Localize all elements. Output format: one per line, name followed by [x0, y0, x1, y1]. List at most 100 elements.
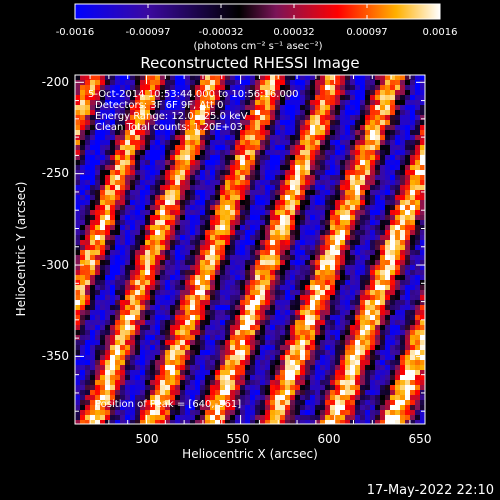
heatmap-cell	[165, 175, 171, 181]
heatmap-cell	[225, 320, 231, 326]
heatmap-cell	[305, 250, 311, 256]
heatmap-cell	[370, 240, 376, 246]
heatmap-cell	[375, 170, 381, 176]
heatmap-cell	[130, 305, 136, 311]
heatmap-cell	[105, 200, 111, 206]
heatmap-cell	[235, 315, 241, 321]
heatmap-cell	[385, 320, 391, 326]
heatmap-cell	[135, 255, 141, 261]
heatmap-cell	[315, 160, 321, 166]
heatmap-cell	[220, 120, 226, 126]
heatmap-cell	[75, 215, 81, 221]
heatmap-cell	[325, 180, 331, 186]
heatmap-cell	[300, 155, 306, 161]
heatmap-cell	[225, 325, 231, 331]
heatmap-cell	[145, 300, 151, 306]
heatmap-cell	[295, 370, 301, 376]
heatmap-cell	[265, 235, 271, 241]
heatmap-cell	[85, 385, 91, 391]
heatmap-cell	[155, 385, 161, 391]
heatmap-cell	[150, 275, 156, 281]
heatmap-cell	[250, 370, 256, 376]
heatmap-cell	[160, 290, 166, 296]
heatmap-cell	[420, 215, 425, 221]
heatmap-cell	[335, 85, 341, 91]
heatmap-cell	[320, 295, 326, 301]
heatmap-cell	[260, 190, 266, 196]
heatmap-cell	[370, 175, 376, 181]
heatmap-cell	[240, 330, 246, 336]
heatmap-cell	[95, 260, 101, 266]
heatmap-cell	[230, 200, 236, 206]
heatmap-cell	[270, 145, 276, 151]
heatmap-cell	[340, 110, 346, 116]
heatmap-cell	[205, 175, 211, 181]
heatmap-cell	[370, 380, 376, 386]
heatmap-cell	[395, 280, 401, 286]
heatmap-cell	[305, 170, 311, 176]
heatmap-cell	[340, 330, 346, 336]
heatmap-cell	[280, 195, 286, 201]
heatmap-cell	[415, 230, 421, 236]
heatmap-cell	[265, 85, 271, 91]
heatmap-cell	[115, 95, 121, 101]
heatmap-cell	[125, 380, 131, 386]
heatmap-cell	[75, 260, 81, 266]
heatmap-cell	[225, 275, 231, 281]
heatmap-cell	[140, 415, 146, 421]
heatmap-cell	[95, 225, 101, 231]
heatmap-cell	[130, 410, 136, 416]
heatmap-cell	[180, 340, 186, 346]
heatmap-cell	[270, 405, 276, 411]
heatmap-cell	[370, 195, 376, 201]
heatmap-cell	[75, 105, 81, 111]
heatmap-cell	[180, 335, 186, 341]
heatmap-cell	[295, 395, 301, 401]
heatmap-cell	[220, 315, 226, 321]
heatmap-cell	[250, 255, 256, 261]
heatmap-cell	[270, 360, 276, 366]
heatmap-cell	[355, 105, 361, 111]
heatmap-cell	[230, 270, 236, 276]
heatmap-cell	[200, 380, 206, 386]
heatmap-cell	[385, 190, 391, 196]
heatmap-cell	[305, 125, 311, 131]
heatmap-cell	[200, 320, 206, 326]
heatmap-cell	[200, 310, 206, 316]
heatmap-cell	[250, 85, 256, 91]
heatmap-cell	[85, 185, 91, 191]
heatmap-cell	[410, 235, 416, 241]
heatmap-cell	[190, 75, 196, 81]
heatmap-cell	[175, 360, 181, 366]
heatmap-cell	[230, 80, 236, 86]
heatmap-cell	[300, 150, 306, 156]
heatmap-cell	[235, 260, 241, 266]
heatmap-cell	[165, 200, 171, 206]
heatmap-cell	[235, 400, 241, 406]
heatmap-cell	[120, 100, 126, 106]
heatmap-cell	[185, 120, 191, 126]
heatmap-cell	[120, 280, 126, 286]
heatmap-cell	[235, 365, 241, 371]
heatmap-cell	[210, 330, 216, 336]
heatmap-cell	[165, 155, 171, 161]
heatmap-cell	[155, 250, 161, 256]
heatmap-cell	[355, 255, 361, 261]
heatmap-cell	[125, 175, 131, 181]
heatmap-cell	[195, 295, 201, 301]
heatmap-cell	[370, 375, 376, 381]
heatmap-cell	[415, 220, 421, 226]
heatmap-cell	[300, 345, 306, 351]
heatmap-cell	[360, 220, 366, 226]
heatmap-cell	[135, 115, 141, 121]
heatmap-cell	[375, 155, 381, 161]
heatmap-cell	[315, 135, 321, 141]
heatmap-cell	[390, 195, 396, 201]
heatmap-cell	[90, 300, 96, 306]
heatmap-cell	[250, 300, 256, 306]
heatmap-cell	[230, 195, 236, 201]
heatmap-cell	[305, 385, 311, 391]
heatmap-cell	[130, 185, 136, 191]
heatmap-cell	[360, 370, 366, 376]
heatmap-cell	[260, 410, 266, 416]
